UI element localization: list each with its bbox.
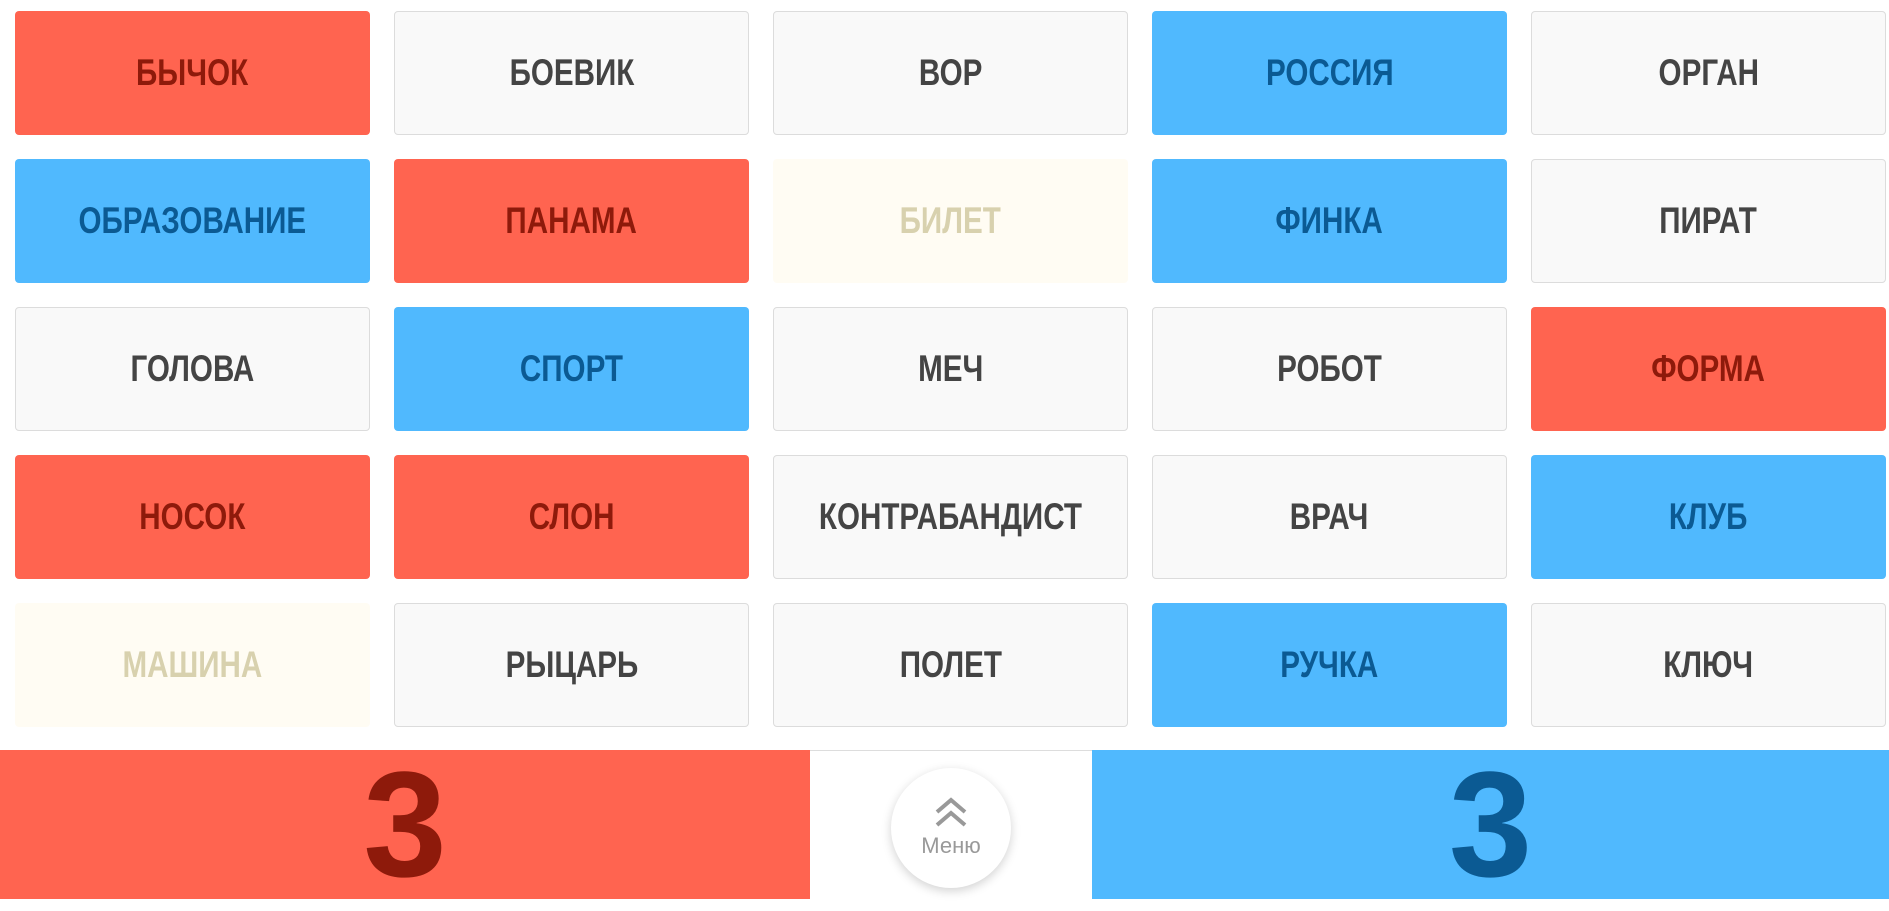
word-card-label: НОСОК xyxy=(139,496,246,537)
word-card-label: БЫЧОК xyxy=(136,52,249,93)
word-card-label: ОБРАЗОВАНИЕ xyxy=(78,200,307,241)
word-card[interactable]: НОСОК xyxy=(15,455,370,579)
word-card-label: МАШИНА xyxy=(122,644,263,685)
word-card[interactable]: ПИРАТ xyxy=(1531,159,1886,283)
word-card-label: СПОРТ xyxy=(519,348,624,389)
word-card[interactable]: СПОРТ xyxy=(394,307,749,431)
word-card-label: БИЛЕТ xyxy=(899,200,1002,241)
word-card-label: ГОЛОВА xyxy=(130,348,255,389)
word-card[interactable]: СЛОН xyxy=(394,455,749,579)
word-card-label: БОЕВИК xyxy=(509,52,634,93)
word-card-label: РЫЦАРЬ xyxy=(505,644,638,685)
word-card-label: ФИНКА xyxy=(1275,200,1384,241)
word-card-label: МЕЧ xyxy=(917,348,984,389)
menu-label: Меню xyxy=(921,833,981,858)
word-card-label: ПИРАТ xyxy=(1659,200,1758,241)
word-card-label: КЛУБ xyxy=(1669,496,1748,537)
word-card-label: РОССИЯ xyxy=(1265,52,1394,93)
word-card[interactable]: РУЧКА xyxy=(1152,603,1507,727)
word-card-label: ФОРМА xyxy=(1651,348,1766,389)
word-card[interactable]: БОЕВИК xyxy=(394,11,749,135)
score-bar xyxy=(0,750,1889,899)
word-card-label: РОБОТ xyxy=(1277,348,1382,389)
word-card[interactable]: ВОР xyxy=(773,11,1128,135)
word-card[interactable]: ПОЛЕТ xyxy=(773,603,1128,727)
word-card[interactable]: ОРГАН xyxy=(1531,11,1886,135)
word-card[interactable]: ВРАЧ xyxy=(1152,455,1507,579)
word-card-label: ВРАЧ xyxy=(1290,496,1369,537)
word-card-label: СЛОН xyxy=(528,496,615,537)
word-card[interactable]: МАШИНА xyxy=(15,603,370,727)
word-card[interactable]: ГОЛОВА xyxy=(15,307,370,431)
word-card-label: ПОЛЕТ xyxy=(899,644,1002,685)
word-card[interactable]: ОБРАЗОВАНИЕ xyxy=(15,159,370,283)
blue-team-score: 3 xyxy=(1092,740,1889,908)
red-team-score: 3 xyxy=(0,740,810,908)
word-card[interactable]: КЛУБ xyxy=(1531,455,1886,579)
word-card[interactable]: БИЛЕТ xyxy=(773,159,1128,283)
word-card[interactable]: ФОРМА xyxy=(1531,307,1886,431)
word-card[interactable]: МЕЧ xyxy=(773,307,1128,431)
word-card[interactable]: ФИНКА xyxy=(1152,159,1507,283)
word-card-label: РУЧКА xyxy=(1280,644,1379,685)
word-card-label: ОРГАН xyxy=(1658,52,1759,93)
word-card[interactable]: РЫЦАРЬ xyxy=(394,603,749,727)
word-card-label: КОНТРАБАНДИСТ xyxy=(818,496,1083,537)
word-card-label: КЛЮЧ xyxy=(1663,644,1754,685)
word-card[interactable]: РОССИЯ xyxy=(1152,11,1507,135)
word-card[interactable]: КОНТРАБАНДИСТ xyxy=(773,455,1128,579)
word-card[interactable]: БЫЧОК xyxy=(15,11,370,135)
word-card[interactable]: ПАНАМА xyxy=(394,159,749,283)
menu-button[interactable]: Меню xyxy=(891,768,1011,888)
word-card-label: ПАНАМА xyxy=(505,200,638,241)
double-chevron-up-icon xyxy=(935,797,967,827)
word-card[interactable]: РОБОТ xyxy=(1152,307,1507,431)
word-card-label: ВОР xyxy=(918,52,983,93)
word-card[interactable]: КЛЮЧ xyxy=(1531,603,1886,727)
